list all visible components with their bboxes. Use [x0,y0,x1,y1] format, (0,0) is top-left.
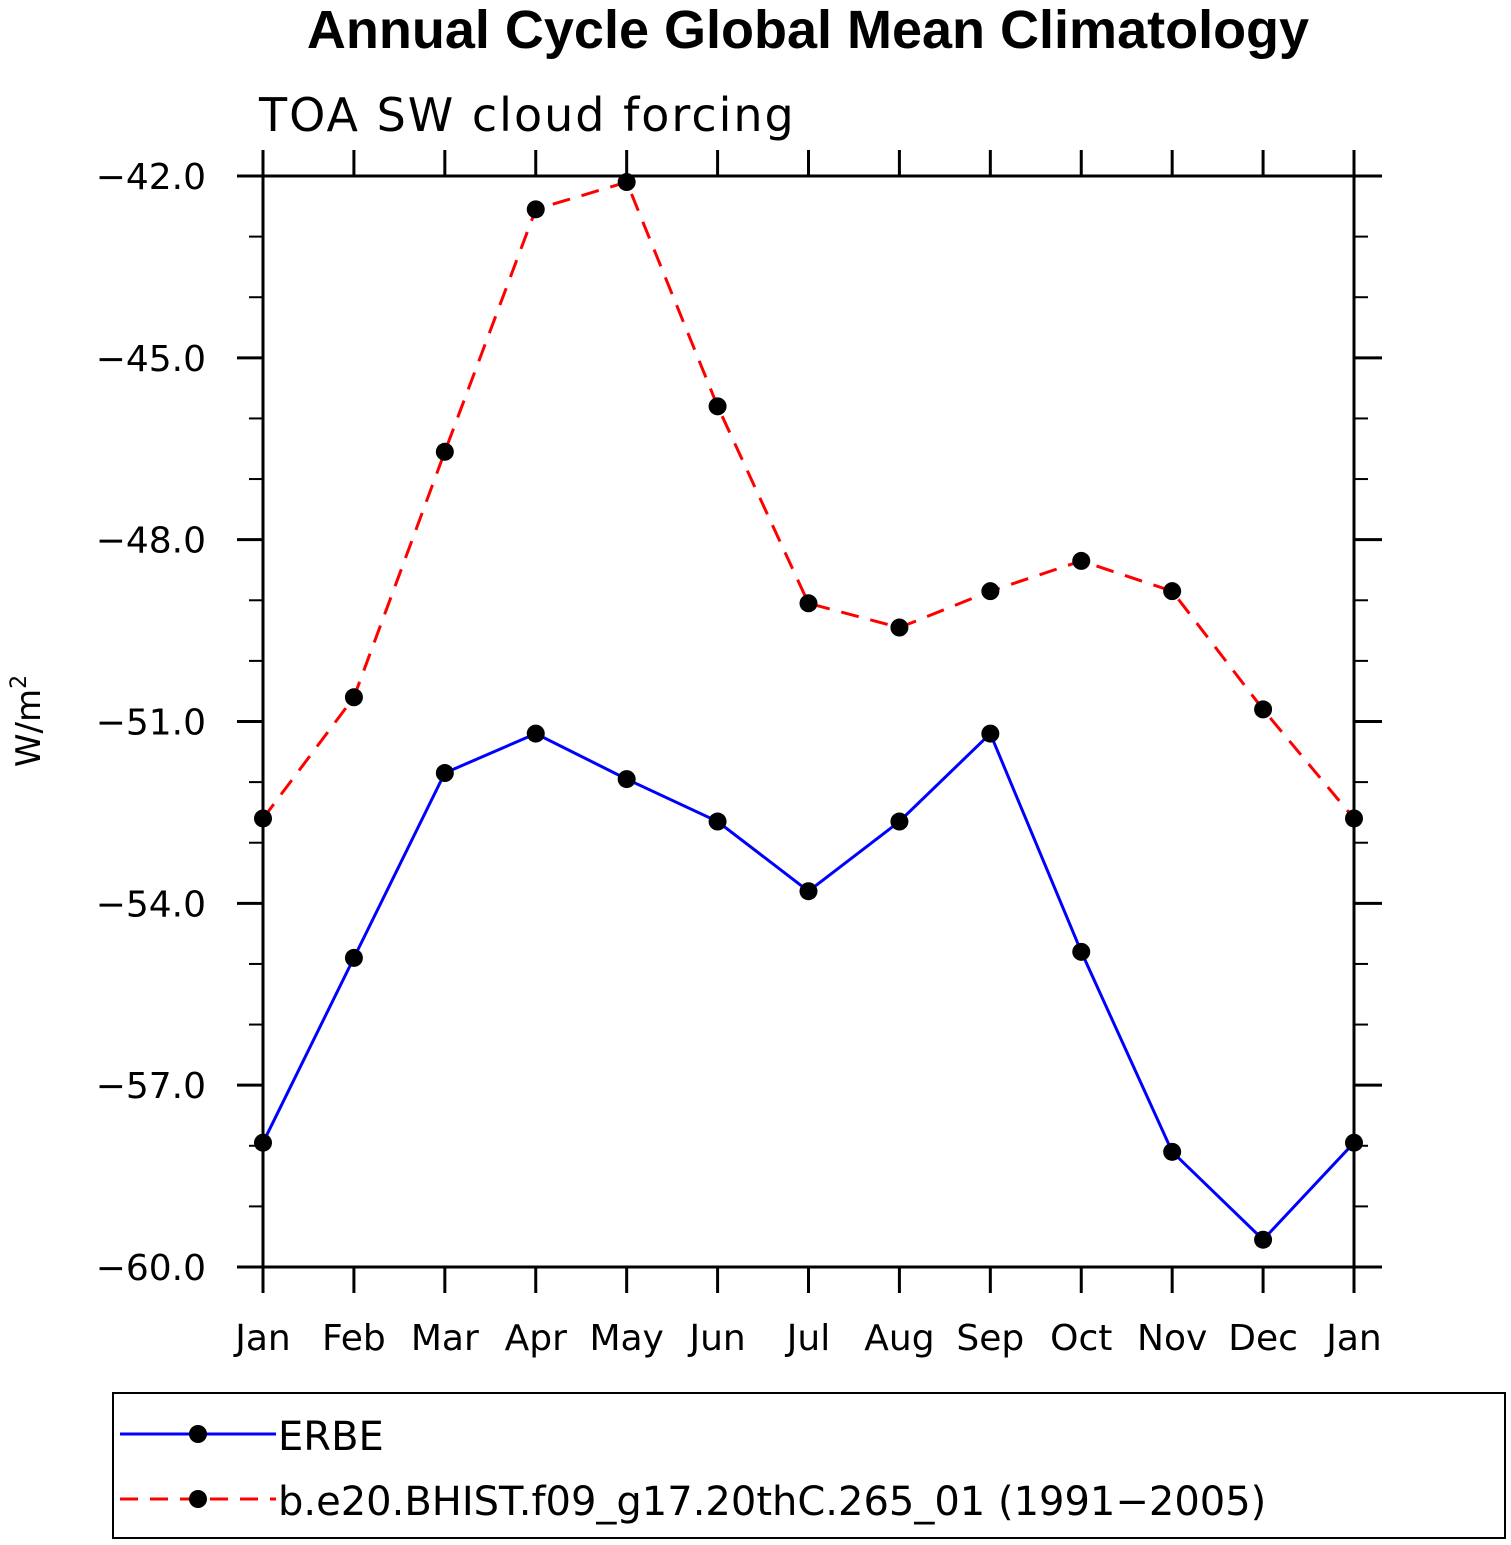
data-point-erbe [1254,1230,1273,1249]
data-point-model [890,618,909,637]
series-line-model [261,180,1356,820]
data-point-erbe [708,812,727,831]
x-tick-labels: Jan Feb Mar Apr May Jun Jul Aug Sep Oct Nov Dec Jan [233,1318,1382,1359]
y-tick-label: −45.0 [96,339,206,380]
series-layer [254,173,1363,1249]
data-point-erbe [435,764,454,783]
data-point-erbe [344,948,363,967]
y-axis-label-exponent: 2 [7,675,32,689]
data-point-model [1072,551,1091,570]
x-tick-label: Apr [505,1318,567,1359]
x-tick-label: Jan [233,1318,291,1359]
chart-title: Annual Cycle Global Mean Climatology [307,0,1309,60]
data-point-model [526,200,545,219]
x-tick-label: Jan [1324,1318,1382,1359]
legend-frame [112,1392,1506,1539]
data-point-erbe [981,724,1000,743]
legend: ERBE b.e20.BHIST.f09_g17.20thC.265_01 (1… [112,1392,1506,1539]
legend-label-model: b.e20.BHIST.f09_g17.20thC.265_01 (1991−2… [278,1479,1266,1525]
x-tick-label: Oct [1050,1318,1112,1359]
data-point-erbe [1072,942,1091,961]
data-point-model [981,582,1000,601]
y-tick-label: −60.0 [96,1248,206,1289]
data-point-model [617,173,636,192]
y-axis-label: W/m2 [7,675,49,767]
data-point-erbe [799,882,818,901]
data-point-erbe [1163,1142,1182,1161]
axis-ticks [237,150,1382,1293]
data-point-model [799,594,818,613]
y-tick-label: −48.0 [96,521,206,562]
data-point-model [1163,582,1182,601]
x-tick-label: Nov [1137,1318,1207,1359]
data-point-erbe [890,812,909,831]
data-point-erbe [526,724,545,743]
y-axis-label-units: W/m [9,689,49,767]
data-point-model [708,397,727,416]
y-tick-label: −54.0 [96,884,206,925]
y-tick-label: −57.0 [96,1066,206,1107]
y-tick-labels: −60.0 −57.0 −54.0 −51.0 −48.0 −45.0 −42.0 [96,157,206,1289]
x-tick-label: Feb [322,1318,386,1359]
y-tick-label: −42.0 [96,157,206,198]
legend-label-erbe: ERBE [278,1414,384,1460]
chart-subtitle: TOA SW cloud forcing [258,88,796,142]
x-tick-label: Jul [785,1318,830,1359]
data-point-model [435,442,454,461]
legend-marker-erbe [189,1425,207,1443]
series-line-erbe [261,730,1356,1242]
data-point-model [1254,700,1273,719]
plot-frame [261,174,1356,1269]
y-tick-label: −51.0 [96,703,206,744]
x-tick-label: Dec [1228,1318,1298,1359]
x-tick-label: Sep [956,1318,1024,1359]
legend-marker-model [189,1490,207,1508]
x-tick-label: Aug [864,1318,934,1359]
x-tick-label: Jun [687,1318,745,1359]
x-tick-label: Mar [411,1318,479,1359]
data-point-erbe [617,770,636,789]
data-point-model [344,688,363,707]
x-tick-label: May [589,1318,663,1359]
